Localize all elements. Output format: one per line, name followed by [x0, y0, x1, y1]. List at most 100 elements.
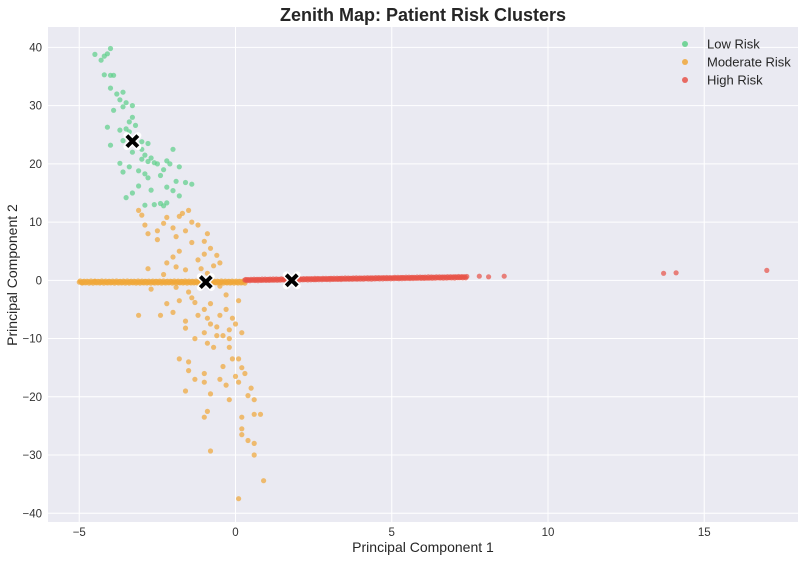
- x-tick-label: −5: [73, 527, 86, 539]
- data-point: [764, 267, 770, 273]
- legend-label: Low Risk: [707, 37, 760, 52]
- data-point: [173, 234, 179, 240]
- data-point: [239, 426, 245, 432]
- data-point: [207, 245, 214, 251]
- data-point: [148, 155, 154, 161]
- data-point: [176, 298, 182, 304]
- data-point: [170, 309, 176, 315]
- data-point: [161, 271, 167, 278]
- data-point: [182, 179, 189, 186]
- data-point: [148, 286, 154, 292]
- data-point: [242, 370, 248, 377]
- legend-marker: [682, 41, 688, 47]
- centroid-marker: [123, 132, 142, 151]
- data-point: [148, 187, 154, 193]
- data-point: [229, 315, 235, 321]
- data-point: [236, 496, 242, 502]
- data-point: [167, 161, 173, 167]
- data-point: [139, 139, 145, 145]
- legend-marker: [682, 77, 688, 83]
- data-point: [145, 231, 151, 237]
- data-point: [186, 368, 192, 374]
- centroid-markers: [123, 132, 301, 292]
- data-point: [164, 184, 170, 190]
- data-point: [136, 168, 142, 174]
- data-point: [236, 379, 242, 385]
- data-point: [186, 289, 192, 295]
- data-point: [189, 219, 195, 225]
- data-point: [145, 266, 151, 272]
- data-point: [176, 193, 182, 199]
- data-point: [104, 51, 110, 57]
- data-point: [214, 324, 220, 330]
- legend-label: Moderate Risk: [707, 55, 791, 70]
- data-point: [217, 376, 223, 382]
- data-point: [120, 89, 126, 95]
- data-point: [176, 164, 182, 170]
- data-point: [192, 299, 198, 306]
- data-point: [114, 91, 120, 97]
- data-point: [226, 336, 232, 342]
- data-point: [117, 160, 123, 166]
- data-point: [236, 356, 242, 362]
- data-point: [214, 252, 220, 258]
- data-point: [111, 107, 117, 113]
- data-point: [107, 85, 114, 91]
- data-point: [123, 100, 129, 106]
- data-point: [136, 183, 142, 189]
- data-point: [145, 158, 151, 165]
- data-point: [145, 175, 151, 181]
- data-point: [136, 207, 142, 213]
- data-point: [123, 195, 129, 201]
- data-point: [257, 411, 264, 417]
- series-low-risk: [92, 45, 195, 209]
- data-point: [220, 363, 226, 370]
- data-point: [176, 356, 182, 362]
- data-point: [139, 156, 145, 162]
- data-point: [464, 273, 470, 280]
- data-point: [142, 171, 148, 177]
- data-point: [164, 214, 170, 220]
- y-tick-label: −20: [22, 392, 42, 404]
- y-axis-label: Principal Component 2: [4, 204, 20, 346]
- data-point: [117, 97, 123, 103]
- data-point: [164, 301, 170, 307]
- y-tick-label: 10: [29, 217, 42, 229]
- data-point: [164, 260, 170, 266]
- data-point: [154, 228, 160, 234]
- data-point: [142, 222, 148, 228]
- data-point: [126, 164, 132, 170]
- legend-item-high-risk: High Risk: [682, 73, 763, 88]
- plot-background: [48, 27, 798, 522]
- data-point: [223, 306, 229, 312]
- data-point: [120, 169, 126, 175]
- data-point: [182, 228, 189, 234]
- data-point: [154, 237, 160, 243]
- data-point: [232, 321, 239, 327]
- data-point: [145, 140, 151, 147]
- data-point: [195, 222, 201, 228]
- data-point: [201, 251, 207, 257]
- data-point: [107, 142, 114, 148]
- data-point: [182, 388, 189, 394]
- data-point: [173, 284, 179, 290]
- data-point: [104, 124, 110, 130]
- x-tick-label: 5: [389, 527, 395, 539]
- data-point: [126, 119, 132, 125]
- data-point: [223, 292, 229, 298]
- data-point: [170, 146, 176, 152]
- data-point: [476, 273, 482, 279]
- data-point: [101, 72, 107, 78]
- y-tick-label: −30: [22, 450, 42, 462]
- data-point: [217, 312, 223, 318]
- data-point: [151, 202, 157, 208]
- data-point: [251, 397, 257, 403]
- data-point: [236, 298, 242, 304]
- data-point: [201, 306, 207, 312]
- data-point: [248, 385, 254, 391]
- data-point: [251, 452, 257, 458]
- legend-marker: [682, 59, 688, 65]
- data-point: [232, 373, 239, 379]
- data-point: [173, 178, 179, 184]
- data-point: [111, 72, 117, 78]
